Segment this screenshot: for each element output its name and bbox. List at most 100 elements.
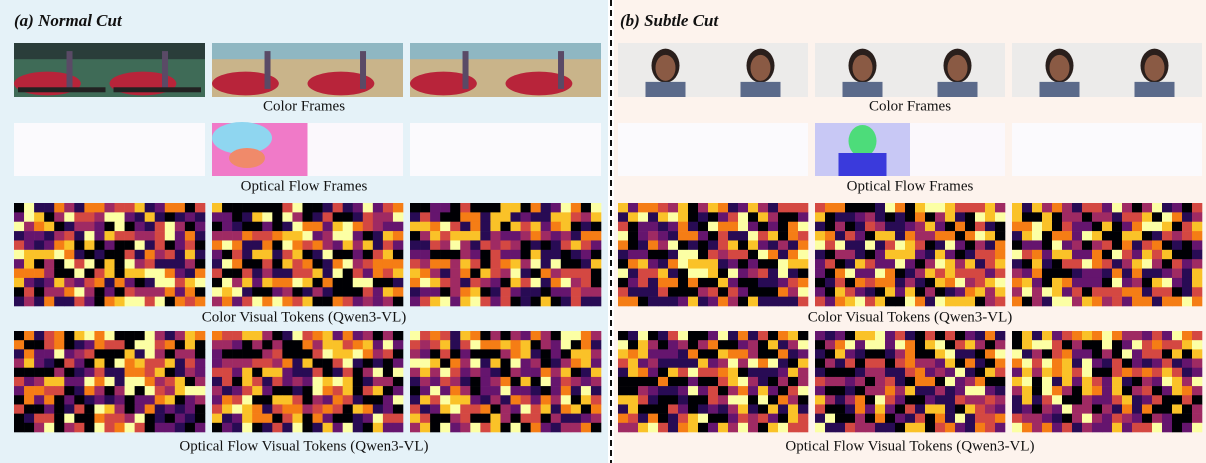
heatmap-cell <box>165 203 175 213</box>
heatmap-cell <box>470 349 480 358</box>
heatmap-cell <box>1022 269 1032 279</box>
heatmap-cell <box>242 259 252 269</box>
heatmap-cell <box>84 359 94 368</box>
heatmap-cell <box>1152 222 1162 232</box>
heatmap-cell <box>835 414 845 423</box>
heatmap-cell <box>875 231 885 241</box>
heatmap-cell <box>323 203 333 213</box>
heatmap-cell <box>1032 349 1042 358</box>
heatmap-cell <box>1152 359 1162 368</box>
heatmap-cell <box>185 231 195 241</box>
heatmap-cell <box>1062 203 1072 213</box>
heatmap-cell <box>440 240 450 250</box>
heatmap-cell <box>1082 423 1092 432</box>
heatmap-cell <box>353 212 363 222</box>
heatmap-cell <box>1032 269 1042 279</box>
heatmap-cell <box>145 340 155 349</box>
heatmap-cell <box>845 287 855 297</box>
heatmap-cell <box>84 259 94 269</box>
heatmap-cell <box>815 250 825 260</box>
heatmap-cell <box>500 368 510 377</box>
heatmap-cell <box>165 395 175 404</box>
heatmap-cell <box>44 349 54 358</box>
heatmap-cell <box>768 331 778 340</box>
heatmap-cell <box>718 231 728 241</box>
heatmap-cell <box>855 414 865 423</box>
heatmap-cell <box>292 359 302 368</box>
heatmap-cell <box>333 377 343 386</box>
heatmap-cell <box>668 340 678 349</box>
heatmap-cell <box>302 404 312 413</box>
heatmap-cell <box>845 340 855 349</box>
heatmap-cell <box>875 331 885 340</box>
heatmap-cell <box>222 203 232 213</box>
heatmap-cell <box>1052 269 1062 279</box>
heatmap-cell <box>815 359 825 368</box>
heatmap-cell <box>638 423 648 432</box>
heatmap-cell <box>292 377 302 386</box>
heatmap-cell <box>1032 212 1042 222</box>
heatmap-cell <box>798 340 808 349</box>
heatmap-cell <box>64 269 74 279</box>
heatmap-cell <box>638 368 648 377</box>
heatmap-cell <box>1012 395 1022 404</box>
heatmap-cell <box>222 240 232 250</box>
heatmap-cell <box>1102 386 1112 395</box>
heatmap-cell <box>252 259 262 269</box>
heatmap-cell <box>1192 349 1202 358</box>
heatmap-cell <box>74 269 84 279</box>
heatmap-cell <box>1142 287 1152 297</box>
heatmap-cell <box>44 331 54 340</box>
heatmap-cell <box>1192 240 1202 250</box>
heatmap-cell <box>1082 250 1092 260</box>
heatmap-cell <box>541 259 551 269</box>
heatmap-cell <box>373 240 383 250</box>
heatmap-cell <box>500 349 510 358</box>
heatmap-cell <box>1082 240 1092 250</box>
heatmap-cell <box>1052 297 1062 307</box>
heatmap-cell <box>1072 340 1082 349</box>
heatmap-cell <box>531 222 541 232</box>
heatmap-cell <box>313 395 323 404</box>
heatmap-cell <box>242 340 252 349</box>
heatmap-cell <box>995 395 1005 404</box>
heatmap-cell <box>985 287 995 297</box>
heatmap-cell <box>165 240 175 250</box>
heatmap-cell <box>1172 240 1182 250</box>
heatmap-cell <box>965 259 975 269</box>
heatmap-cell <box>835 278 845 288</box>
heatmap-cell <box>905 340 915 349</box>
heatmap-cell <box>115 395 125 404</box>
heatmap-cell <box>115 297 125 307</box>
heatmap-cell <box>955 287 965 297</box>
heatmap-cell <box>915 349 925 358</box>
heatmap-cell <box>925 340 935 349</box>
heatmap-cell <box>945 395 955 404</box>
heatmap-cell <box>561 368 571 377</box>
heatmap-cell <box>885 287 895 297</box>
heatmap-cell <box>1082 259 1092 269</box>
heatmap-cell <box>658 297 668 307</box>
heatmap-cell <box>1062 377 1072 386</box>
heatmap-cell <box>450 287 460 297</box>
heatmap-cell <box>94 331 104 340</box>
heatmap-cell <box>1092 212 1102 222</box>
heatmap-cell <box>1072 269 1082 279</box>
heatmap-cell <box>855 240 865 250</box>
heatmap-cell <box>561 414 571 423</box>
flow-detail <box>839 153 887 176</box>
heatmap-cell <box>222 404 232 413</box>
heatmap-cell <box>935 340 945 349</box>
heatmap-cell <box>895 278 905 288</box>
heatmap-cell <box>965 331 975 340</box>
heatmap-cell <box>252 340 262 349</box>
heatmap-cell <box>1122 404 1132 413</box>
heatmap-cell <box>511 349 521 358</box>
heatmap-cell <box>688 331 698 340</box>
heatmap-cell <box>815 259 825 269</box>
heatmap-cell <box>688 349 698 358</box>
heatmap-cell <box>460 297 470 307</box>
heatmap-cell <box>94 240 104 250</box>
heatmap-cell <box>975 231 985 241</box>
heatmap-cell <box>531 269 541 279</box>
